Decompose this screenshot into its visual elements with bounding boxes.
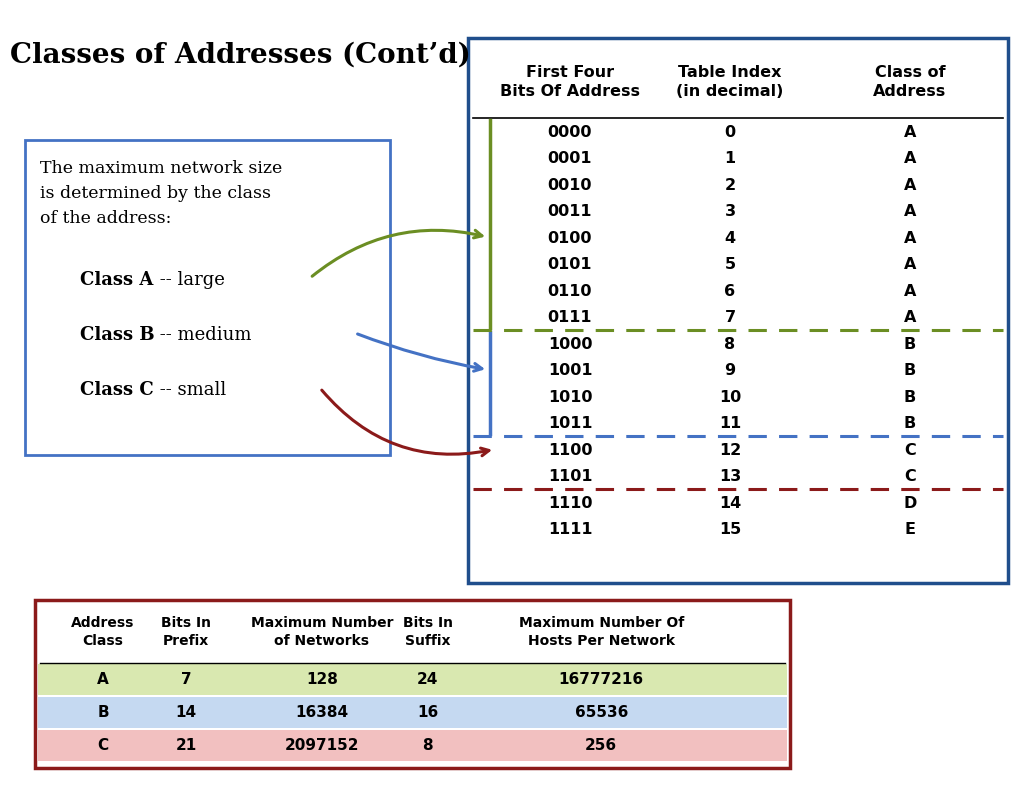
Bar: [38, 664, 787, 695]
Text: 0011: 0011: [548, 204, 592, 219]
Text: 7: 7: [724, 310, 735, 325]
Text: Bits In
Suffix: Bits In Suffix: [402, 616, 453, 648]
Text: 5: 5: [724, 257, 735, 272]
Text: 3: 3: [724, 204, 735, 219]
Text: Classes of Addresses (Cont’d): Classes of Addresses (Cont’d): [9, 41, 470, 69]
Text: Table Index
(in decimal): Table Index (in decimal): [676, 65, 783, 99]
FancyArrowPatch shape: [357, 334, 482, 371]
Text: -- small: -- small: [154, 381, 225, 399]
Text: 1000: 1000: [548, 337, 592, 352]
Text: Bits In
Prefix: Bits In Prefix: [161, 616, 211, 648]
Text: 9: 9: [724, 363, 735, 378]
Text: First Four
Bits Of Address: First Four Bits Of Address: [500, 65, 640, 99]
Text: -- medium: -- medium: [154, 326, 251, 344]
Text: 0: 0: [724, 125, 735, 140]
Text: 1100: 1100: [548, 443, 592, 458]
Text: Maximum Number Of
Hosts Per Network: Maximum Number Of Hosts Per Network: [518, 616, 684, 648]
Text: 11: 11: [719, 416, 741, 431]
FancyArrowPatch shape: [312, 230, 482, 276]
Text: Class A: Class A: [80, 271, 154, 289]
Text: C: C: [904, 443, 915, 458]
Text: 16777216: 16777216: [559, 672, 644, 687]
Text: A: A: [904, 204, 916, 219]
Text: 8: 8: [422, 738, 433, 753]
Bar: [468, 38, 1008, 583]
Text: A: A: [904, 310, 916, 325]
Text: 1010: 1010: [548, 390, 592, 405]
Text: A: A: [904, 125, 916, 140]
Text: C: C: [97, 738, 109, 753]
Text: A: A: [904, 178, 916, 193]
Text: A: A: [904, 257, 916, 272]
Text: 14: 14: [175, 705, 197, 720]
Text: B: B: [904, 416, 916, 431]
Text: 0101: 0101: [548, 257, 592, 272]
Text: Address
Class: Address Class: [72, 616, 134, 648]
Text: 1011: 1011: [548, 416, 592, 431]
Text: 6: 6: [724, 284, 735, 299]
Text: 2: 2: [724, 178, 735, 193]
Text: E: E: [904, 522, 915, 537]
Text: 1110: 1110: [548, 496, 592, 511]
Text: 13: 13: [719, 469, 741, 484]
Text: 1101: 1101: [548, 469, 592, 484]
Text: 16: 16: [417, 705, 438, 720]
Text: A: A: [904, 151, 916, 166]
Text: 16384: 16384: [295, 705, 348, 720]
Text: B: B: [97, 705, 109, 720]
Text: 21: 21: [175, 738, 197, 753]
Text: 0000: 0000: [548, 125, 592, 140]
Text: 4: 4: [724, 231, 735, 246]
Text: 256: 256: [585, 738, 617, 753]
Text: 7: 7: [180, 672, 191, 687]
Text: Class of
Address: Class of Address: [873, 65, 946, 99]
Text: -- large: -- large: [154, 271, 224, 289]
Text: B: B: [904, 363, 916, 378]
Text: 65536: 65536: [574, 705, 628, 720]
Text: The maximum network size
is determined by the class
of the address:: The maximum network size is determined b…: [40, 160, 283, 226]
Text: Maximum Number
of Networks: Maximum Number of Networks: [251, 616, 393, 648]
Text: 24: 24: [417, 672, 438, 687]
Text: 1111: 1111: [548, 522, 592, 537]
Text: 1001: 1001: [548, 363, 592, 378]
Text: Class B: Class B: [80, 326, 155, 344]
Bar: [38, 697, 787, 728]
Text: 8: 8: [724, 337, 735, 352]
Bar: [25, 140, 390, 455]
Text: 14: 14: [719, 496, 741, 511]
Text: B: B: [904, 390, 916, 405]
Bar: [38, 730, 787, 761]
Bar: [35, 600, 790, 768]
Text: 0001: 0001: [548, 151, 592, 166]
Text: 0010: 0010: [548, 178, 592, 193]
Text: C: C: [904, 469, 915, 484]
FancyArrowPatch shape: [322, 390, 488, 456]
Text: A: A: [97, 672, 109, 687]
Text: 0100: 0100: [548, 231, 592, 246]
Text: 0111: 0111: [548, 310, 592, 325]
Text: 0110: 0110: [548, 284, 592, 299]
Text: D: D: [903, 496, 916, 511]
Text: 128: 128: [306, 672, 338, 687]
Text: A: A: [904, 284, 916, 299]
Text: 1: 1: [724, 151, 735, 166]
Text: 12: 12: [719, 443, 741, 458]
Text: 10: 10: [719, 390, 741, 405]
Text: 2097152: 2097152: [285, 738, 359, 753]
Text: B: B: [904, 337, 916, 352]
Text: 15: 15: [719, 522, 741, 537]
Text: Class C: Class C: [80, 381, 154, 399]
Text: A: A: [904, 231, 916, 246]
